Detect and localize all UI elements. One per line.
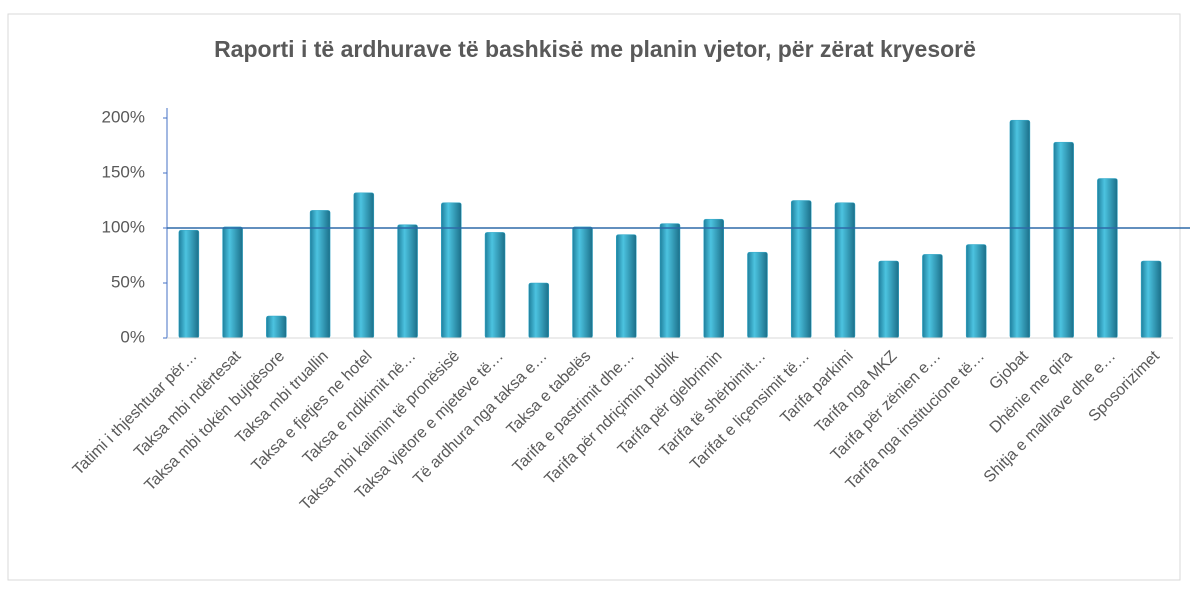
bar [178,229,200,339]
bar [965,244,987,339]
y-tick-label: 150% [102,162,145,181]
y-tick-label: 0% [120,327,145,346]
bar [1140,260,1162,339]
bar [703,218,724,339]
bar [441,202,462,339]
bar [922,254,943,339]
bar [309,210,331,339]
y-tick-label: 100% [102,217,145,236]
bar [222,226,243,339]
bar [659,223,681,339]
bar [1009,119,1031,339]
bar [572,226,593,339]
bar [1097,178,1118,339]
chart-title: Raporti i të ardhurave të bashkisë me pl… [214,36,976,62]
bar [878,260,899,339]
y-tick-label: 200% [102,107,145,126]
bar [834,202,856,339]
bar [484,232,506,339]
bar [790,200,812,339]
bar [1053,141,1074,339]
bar [266,315,287,339]
bar [353,192,375,339]
bar [397,224,418,339]
bar [616,234,637,339]
y-tick-label: 50% [111,272,145,291]
bar [747,251,768,339]
bar [528,282,550,339]
